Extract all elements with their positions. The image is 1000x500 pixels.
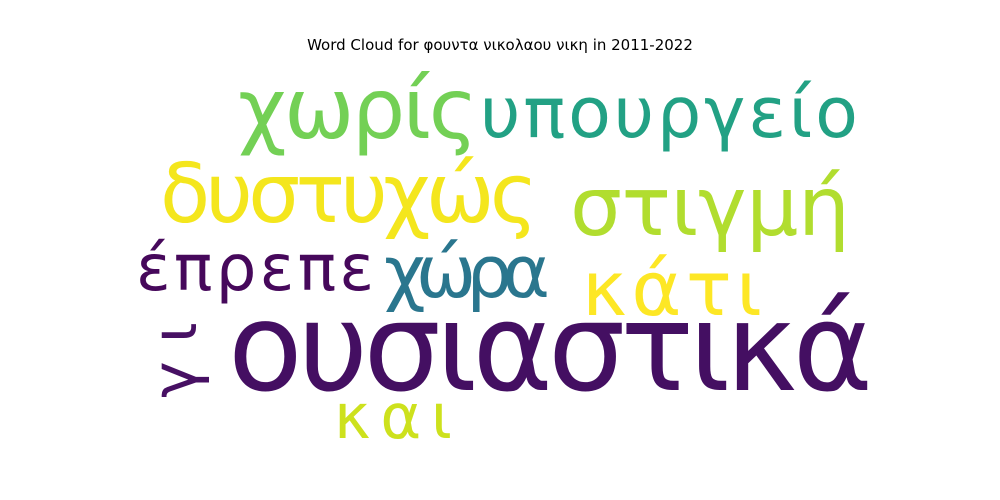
- word-cloud-word: και: [334, 380, 452, 453]
- word-cloud-word: γι: [138, 322, 211, 398]
- word-cloud-word: χώρα: [384, 230, 550, 314]
- word-cloud-word: υπουργείο: [480, 72, 858, 154]
- chart-title: Word Cloud for φουντα νικολαου νικη in 2…: [307, 36, 693, 54]
- word-cloud-word: ουσιαστικά: [228, 277, 873, 419]
- word-cloud-word: έπρεπε: [136, 232, 374, 306]
- word-cloud-word: χωρίς: [238, 60, 478, 158]
- word-cloud-word: δυστυχώς: [160, 147, 538, 242]
- word-cloud-word: στιγμή: [570, 160, 850, 255]
